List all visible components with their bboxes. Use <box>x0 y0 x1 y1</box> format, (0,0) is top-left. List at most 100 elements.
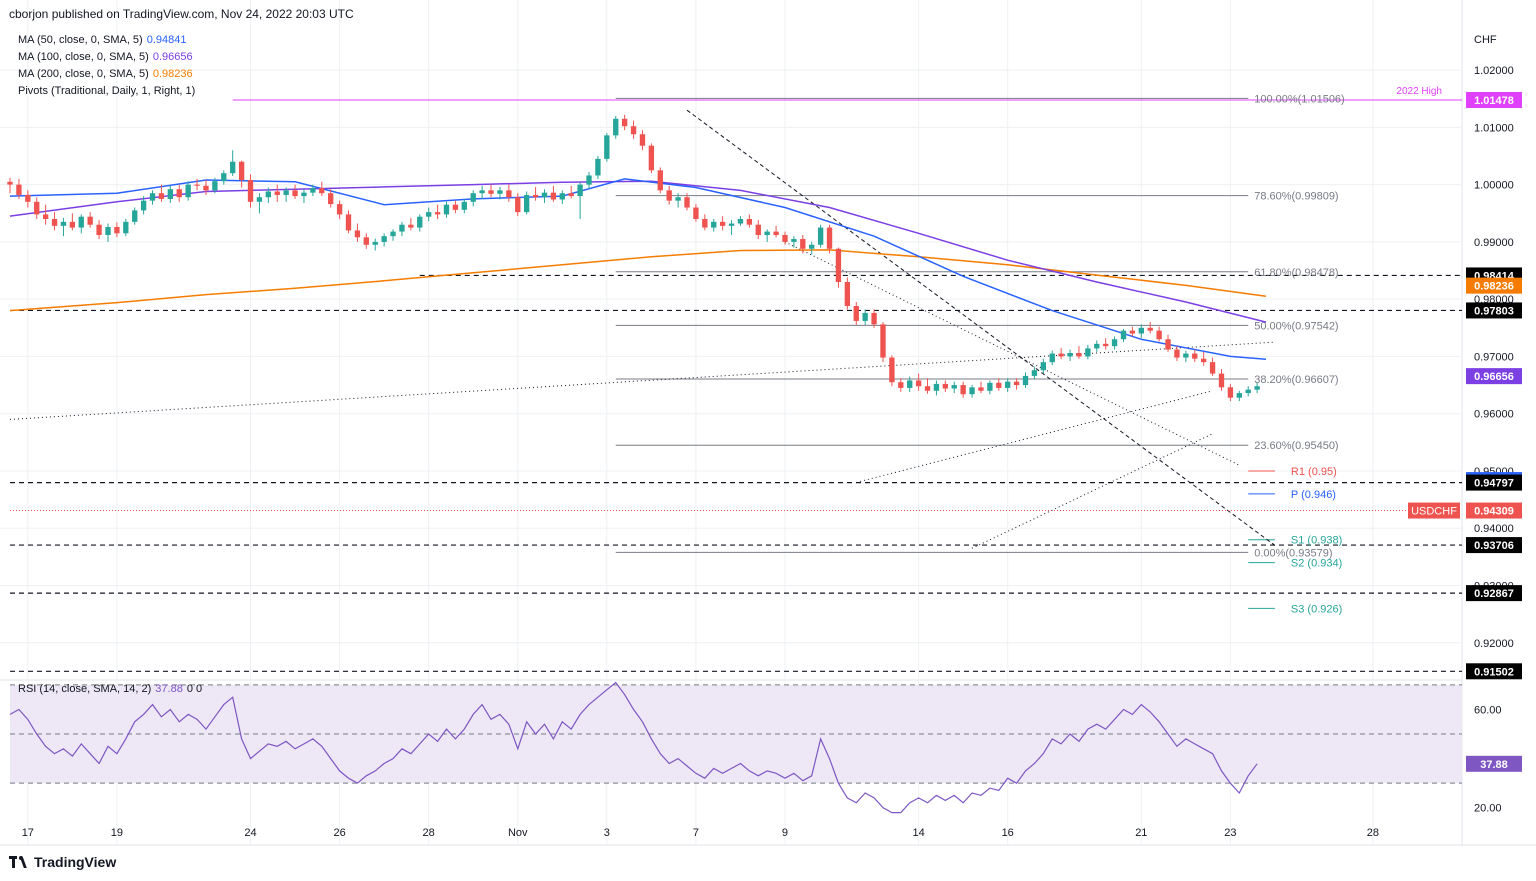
candle-body <box>586 175 592 185</box>
candle-body <box>408 224 414 228</box>
x-tick-label: 26 <box>333 827 345 839</box>
legend-rsi-label: RSI (14, close, SMA, 14, 2) <box>18 683 152 695</box>
x-tick-label: 24 <box>244 827 256 839</box>
candle-body <box>1147 327 1153 331</box>
price-label-box <box>1466 537 1522 554</box>
legend-ma100-label: MA (100, close, 0, SMA, 5) <box>18 51 149 63</box>
candle-body <box>960 385 966 395</box>
candle-body <box>1111 339 1118 347</box>
candle-body <box>105 227 111 236</box>
candle-body <box>1094 343 1100 349</box>
candle-body <box>372 241 378 245</box>
candle-body <box>577 184 583 197</box>
price-label-box <box>1466 277 1522 294</box>
fib-level-label: 38.20%(0.96607) <box>1254 374 1338 386</box>
y-tick-label: 1.01000 <box>1474 122 1514 134</box>
candle-body <box>1031 370 1038 376</box>
price-label: 0.98236 <box>1474 281 1514 293</box>
candle-body <box>907 380 913 388</box>
candle-body <box>817 227 824 245</box>
candle-body <box>265 191 272 198</box>
legend-ma200-value: 0.98236 <box>152 68 193 80</box>
candle-body <box>96 224 102 236</box>
candle-body <box>354 230 361 238</box>
candle-body <box>238 161 245 181</box>
candle-body <box>247 180 254 202</box>
x-tick-label: 28 <box>423 827 435 839</box>
price-label: 1.01478 <box>1474 95 1514 107</box>
candle-body <box>69 221 76 228</box>
price-label: 0.94309 <box>1474 506 1514 518</box>
trendline <box>784 241 1240 466</box>
candle-body <box>1129 330 1136 334</box>
candle-body <box>256 197 263 202</box>
tradingview-logo-icon <box>9 856 29 868</box>
legend-ma50-value: 0.94841 <box>146 34 187 46</box>
candle-body <box>613 118 619 136</box>
candle-body <box>488 190 494 194</box>
candle-body <box>1005 381 1011 388</box>
y-tick-label: 0.96000 <box>1474 409 1514 421</box>
legend-pivots: Pivots (Traditional, Daily, 1, Right, 1) <box>18 85 195 97</box>
year-high-annotation: 2022 High <box>1396 86 1442 97</box>
pivot-label: S2 (0.934) <box>1291 558 1342 570</box>
candle-body <box>51 218 58 226</box>
rsi-tick-label: 20.00 <box>1474 803 1502 815</box>
price-label: 0.92867 <box>1474 588 1514 600</box>
legend-ma200-label: MA (200, close, 0, SMA, 5) <box>18 68 149 80</box>
candle-body <box>497 190 503 194</box>
fib-level-label: 78.60%(0.99809) <box>1254 191 1338 203</box>
candle-body <box>212 181 218 191</box>
rsi-value-label: 37.88 <box>1480 759 1508 771</box>
candle-body <box>889 357 895 383</box>
price-label-box <box>1466 91 1522 108</box>
pivot-label: P (0.946) <box>1291 489 1336 501</box>
candle-body <box>140 200 147 211</box>
x-tick-label: Nov <box>508 827 528 839</box>
candle-body <box>826 227 833 249</box>
candle-body <box>515 197 521 213</box>
candle-body <box>568 193 574 197</box>
candle-body <box>7 181 13 185</box>
currency-label: CHF <box>1474 34 1497 46</box>
candle-body <box>426 212 432 217</box>
price-label-box <box>1466 474 1522 491</box>
x-tick-label: 16 <box>1002 827 1014 839</box>
legend-pivots-label: Pivots (Traditional, Daily, 1, Right, 1) <box>18 85 196 97</box>
candle-body <box>1022 375 1029 386</box>
tradingview-brand[interactable]: TradingView <box>9 854 116 870</box>
candle-body <box>719 221 726 226</box>
candle-body <box>158 193 165 199</box>
candle-body <box>755 224 761 236</box>
candle-body <box>728 223 735 226</box>
candle-body <box>114 227 120 234</box>
candle-body <box>523 194 530 213</box>
candle-body <box>452 204 459 210</box>
candle-body <box>853 306 859 321</box>
candle-body <box>461 201 467 210</box>
candle-body <box>203 185 209 191</box>
y-tick-label: 0.99000 <box>1474 237 1514 249</box>
candle-body <box>381 236 387 242</box>
candle-body <box>319 188 325 194</box>
pivot-label: S3 (0.926) <box>1291 603 1342 615</box>
fib-level-label: 23.60%(0.95450) <box>1254 440 1338 452</box>
fib-level-label: 100.00%(1.01506) <box>1254 93 1345 105</box>
candle-body <box>1254 386 1260 390</box>
candle-body <box>1085 348 1091 357</box>
price-label-box <box>1466 302 1522 319</box>
candle-body <box>987 382 993 391</box>
candle-body <box>559 193 565 200</box>
candle-body <box>880 324 886 358</box>
price-label: 0.91502 <box>1474 666 1514 678</box>
price-label-box <box>1466 663 1522 680</box>
candle-body <box>292 190 298 197</box>
ma50-line <box>9 178 1267 361</box>
ma100-line <box>9 180 1267 323</box>
price-label: 0.93706 <box>1474 540 1514 552</box>
candle-body <box>479 190 485 194</box>
candle-body <box>1174 349 1180 358</box>
candle-body <box>595 158 601 176</box>
candle-body <box>87 216 93 225</box>
